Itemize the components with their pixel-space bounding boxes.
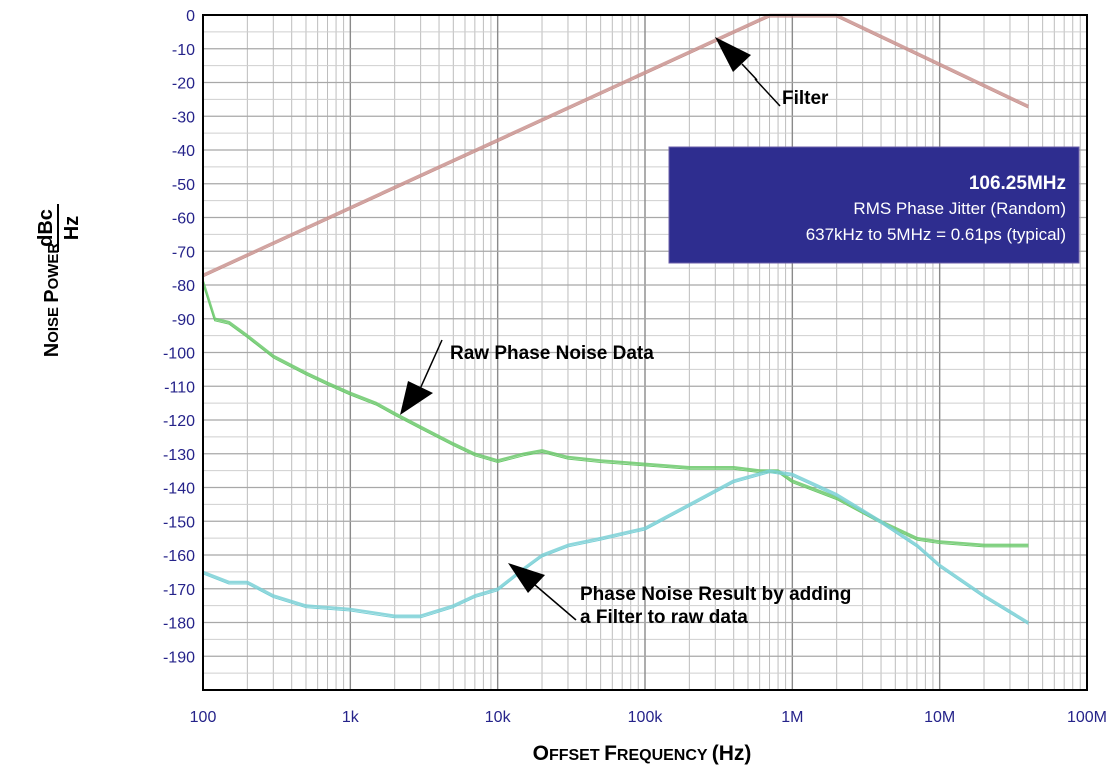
- y-tick-label: -130: [163, 447, 195, 464]
- y-tick-label: -140: [163, 481, 195, 498]
- annotation-result-arrow: [508, 563, 545, 593]
- info-box-line-1: RMS Phase Jitter (Random): [853, 199, 1066, 218]
- x-tick-labels: 100 1k 10k 100k 1M 10M 100M: [190, 709, 1107, 726]
- info-box-background: [668, 146, 1080, 264]
- annotation-filter-leader: [754, 78, 781, 107]
- x-tick-label: 100k: [628, 709, 664, 726]
- y-tick-label: -180: [163, 616, 195, 633]
- y-tick-label: -100: [163, 346, 195, 363]
- series-line-trace-filter: [202, 16, 1029, 278]
- series-line-raw: [201, 281, 1029, 547]
- annotation-result-label-2: a Filter to raw data: [580, 607, 748, 628]
- grid-major: [202, 14, 1088, 690]
- annotation-raw: Raw Phase Noise Data: [400, 339, 654, 415]
- y-tick-label: -190: [163, 649, 195, 666]
- y-tick-label: -40: [172, 143, 195, 160]
- info-box: 106.25MHz RMS Phase Jitter (Random) 637k…: [668, 146, 1080, 264]
- y-axis-title-text: NOISE POWER: [41, 243, 63, 358]
- x-axis-title-text: OFFSET FREQUENCY (Hz): [533, 742, 752, 765]
- annotation-filter-arrow: [715, 37, 751, 72]
- y-tick-label: -60: [172, 211, 195, 228]
- y-tick-label: 0: [186, 8, 195, 25]
- y-tick-label: -30: [172, 109, 195, 126]
- annotation-result-label-1: Phase Noise Result by adding: [580, 584, 851, 605]
- x-tick-label: 100M: [1067, 709, 1107, 726]
- y-tick-label: -150: [163, 514, 195, 531]
- y-axis-unit-numerator: dBc: [35, 209, 57, 247]
- y-tick-label: -80: [172, 278, 195, 295]
- annotation-raw-label: Raw Phase Noise Data: [450, 343, 654, 364]
- x-tick-label: 10k: [485, 709, 512, 726]
- y-tick-label: -20: [172, 76, 195, 93]
- x-tick-label: 100: [190, 709, 217, 726]
- y-tick-label: -90: [172, 312, 195, 329]
- y-tick-label: -10: [172, 42, 195, 59]
- y-axis-unit-denominator: Hz: [61, 216, 83, 240]
- series-raw: [201, 281, 1029, 548]
- y-tick-label: -170: [163, 582, 195, 599]
- info-box-title: 106.25MHz: [969, 173, 1066, 194]
- y-axis-unit: dBc Hz: [35, 204, 83, 252]
- x-tick-label: 1M: [781, 709, 803, 726]
- x-tick-label: 10M: [924, 709, 955, 726]
- series-result: [202, 469, 1030, 625]
- x-tick-label: 1k: [342, 709, 360, 726]
- annotation-filter-shaft: [741, 63, 758, 81]
- y-tick-label: -70: [172, 244, 195, 261]
- info-box-line-2: 637kHz to 5MHz = 0.61ps (typical): [806, 225, 1066, 244]
- series-line-trace-result: [202, 472, 1029, 625]
- annotation-result: Phase Noise Result by adding a Filter to…: [508, 563, 851, 628]
- annotation-filter: Filter: [715, 37, 829, 109]
- annotation-result-leader: [527, 578, 577, 621]
- x-axis-title: OFFSET FREQUENCY (Hz): [533, 742, 752, 765]
- annotation-raw-arrow: [400, 381, 433, 415]
- y-tick-label: -120: [163, 413, 195, 430]
- plot-frame: [202, 14, 1088, 691]
- annotation-filter-label: Filter: [782, 88, 829, 109]
- y-axis-title: NOISE POWER: [41, 243, 63, 358]
- y-tick-label: -50: [172, 177, 195, 194]
- y-tick-label: -110: [164, 379, 195, 396]
- y-tick-label: -160: [163, 548, 195, 565]
- series-line-trace-raw: [202, 283, 1029, 548]
- annotation-raw-leader: [419, 339, 443, 390]
- y-tick-labels: 0 -10 -20 -30 -40 -50 -60 -70 -80 -90 -100 -110 -120…: [163, 8, 195, 666]
- series-line-result: [202, 469, 1030, 624]
